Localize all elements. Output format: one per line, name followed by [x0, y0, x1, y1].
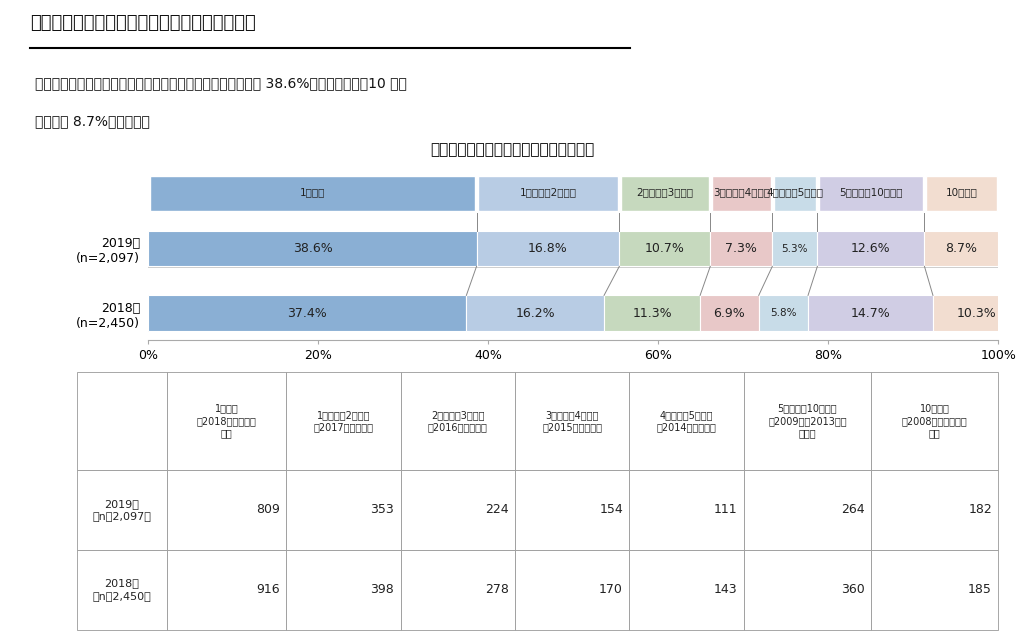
- Text: 5年以上～10年未満: 5年以上～10年未満: [839, 188, 903, 198]
- Bar: [515, 372, 630, 470]
- Bar: [604, 295, 700, 331]
- Text: 37.4%: 37.4%: [288, 307, 328, 320]
- Bar: [77, 470, 167, 550]
- Text: 16.8%: 16.8%: [528, 242, 568, 255]
- Text: 5.8%: 5.8%: [770, 308, 797, 318]
- Text: 1年以上～2年未満
）2017年に開始）: 1年以上～2年未満 ）2017年に開始）: [313, 410, 374, 432]
- Text: 264: 264: [841, 503, 864, 516]
- Text: 5年以上～10年未満
）2009年～2013年に
開始）: 5年以上～10年未満 ）2009年～2013年に 開始）: [768, 404, 847, 438]
- Bar: [476, 231, 620, 266]
- Bar: [711, 231, 772, 266]
- Bar: [759, 295, 808, 331]
- Bar: [400, 372, 515, 470]
- Bar: [933, 295, 1021, 331]
- Text: 10年以上
）2008年以前より開
始）: 10年以上 ）2008年以前より開 始）: [902, 404, 968, 438]
- Text: 3年以上～4年未満
）2015年に開始）: 3年以上～4年未満 ）2015年に開始）: [542, 410, 602, 432]
- Bar: [630, 470, 743, 550]
- Bar: [167, 550, 287, 630]
- Bar: [871, 550, 998, 630]
- Bar: [743, 470, 871, 550]
- Bar: [808, 295, 933, 331]
- Bar: [167, 470, 287, 550]
- Bar: [700, 295, 759, 331]
- Text: 2018年
（n＝2,450）: 2018年 （n＝2,450）: [92, 579, 152, 601]
- Text: 2年以上～3年未満: 2年以上～3年未満: [636, 188, 693, 198]
- Bar: [167, 372, 287, 470]
- Bar: [466, 295, 604, 331]
- Text: 16.2%: 16.2%: [515, 307, 555, 320]
- Bar: [743, 372, 871, 470]
- Text: 1年未満
（2018年以降に開
始）: 1年未満 （2018年以降に開 始）: [197, 404, 257, 438]
- Text: 185: 185: [968, 583, 992, 596]
- Text: 4年以上～5年未満: 4年以上～5年未満: [766, 188, 823, 198]
- Text: 278: 278: [484, 583, 509, 596]
- Bar: [772, 231, 817, 266]
- Bar: [630, 372, 743, 470]
- Text: 224: 224: [485, 503, 509, 516]
- Text: 3年以上～4年未満: 3年以上～4年未満: [713, 188, 770, 198]
- Text: 154: 154: [599, 503, 623, 516]
- Bar: [400, 470, 515, 550]
- Bar: [871, 372, 998, 470]
- Bar: [871, 470, 998, 550]
- Bar: [150, 176, 475, 211]
- Bar: [287, 550, 400, 630]
- Bar: [743, 550, 871, 630]
- Text: 上の人は 8.7%となった。: 上の人は 8.7%となった。: [35, 114, 151, 128]
- Text: 111: 111: [714, 503, 737, 516]
- Bar: [621, 176, 709, 211]
- Text: 11.3%: 11.3%: [632, 307, 672, 320]
- Bar: [287, 372, 400, 470]
- Text: 7.3%: 7.3%: [725, 242, 757, 255]
- Bar: [77, 372, 167, 470]
- Bar: [515, 550, 630, 630]
- Text: 10.7%: 10.7%: [645, 242, 685, 255]
- Bar: [818, 176, 924, 211]
- Text: 809: 809: [256, 503, 280, 516]
- Text: アフィリエイトをはじめて１年未満の人が全回答者のうち 38.6%と突出。また、10 年以: アフィリエイトをはじめて１年未満の人が全回答者のうち 38.6%と突出。また、1…: [35, 76, 408, 90]
- Bar: [773, 176, 816, 211]
- Text: 5.3%: 5.3%: [781, 244, 808, 254]
- Text: 353: 353: [371, 503, 394, 516]
- Text: 10年以上: 10年以上: [945, 188, 977, 198]
- Text: 10.3%: 10.3%: [956, 307, 996, 320]
- Text: 8.7%: 8.7%: [945, 242, 978, 255]
- Text: 12.6%: 12.6%: [851, 242, 891, 255]
- Text: アフィリエイトを始めてからの経過年数: アフィリエイトを始めてからの経過年数: [430, 142, 594, 157]
- Bar: [925, 231, 998, 266]
- Text: 360: 360: [841, 583, 864, 596]
- Text: 6.9%: 6.9%: [714, 307, 745, 320]
- Text: 4年以上～5年未満
）2014年に開始）: 4年以上～5年未満 ）2014年に開始）: [656, 410, 717, 432]
- Text: 182: 182: [969, 503, 992, 516]
- Bar: [148, 231, 476, 266]
- Text: 1年未満: 1年未満: [300, 188, 326, 198]
- Bar: [817, 231, 925, 266]
- Text: 1年以上～2年未満: 1年以上～2年未満: [519, 188, 577, 198]
- Text: 「４」アフィリエイトを始めてからの経過年数: 「４」アフィリエイトを始めてからの経過年数: [31, 14, 256, 32]
- Text: 143: 143: [714, 583, 737, 596]
- Bar: [77, 550, 167, 630]
- Text: 2年以上～3年未満
）2016年に開始）: 2年以上～3年未満 ）2016年に開始）: [428, 410, 487, 432]
- Bar: [712, 176, 771, 211]
- Bar: [287, 470, 400, 550]
- Text: 2019年
（n＝2,097）: 2019年 （n＝2,097）: [92, 499, 152, 521]
- Text: 916: 916: [256, 583, 280, 596]
- Text: 38.6%: 38.6%: [293, 242, 333, 255]
- Bar: [926, 176, 997, 211]
- Text: 170: 170: [599, 583, 623, 596]
- Bar: [400, 550, 515, 630]
- Bar: [630, 550, 743, 630]
- Bar: [620, 231, 711, 266]
- Text: 14.7%: 14.7%: [851, 307, 890, 320]
- Bar: [478, 176, 618, 211]
- Bar: [515, 470, 630, 550]
- Text: 398: 398: [371, 583, 394, 596]
- Bar: [148, 295, 466, 331]
